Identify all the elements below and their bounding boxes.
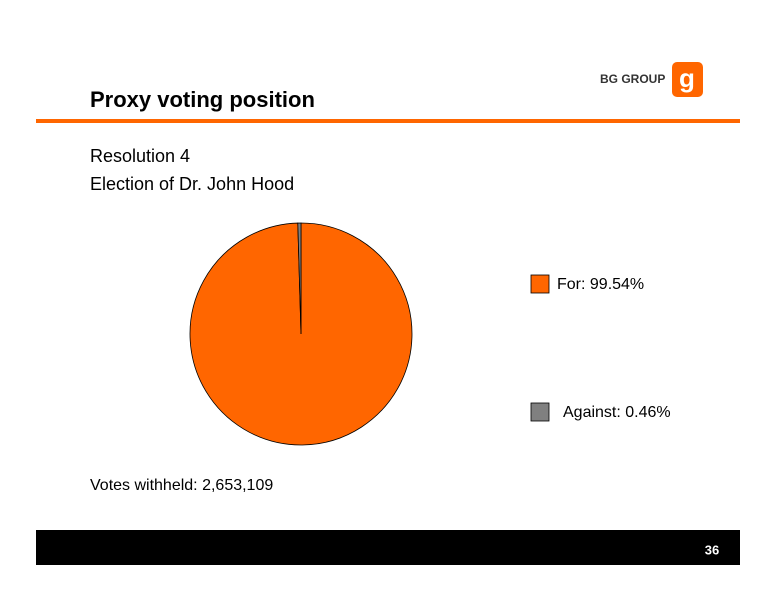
logo-glyph: g bbox=[679, 63, 695, 93]
legend-label: For: 99.54% bbox=[557, 276, 644, 293]
subtitle: Election of Dr. John Hood bbox=[90, 174, 294, 194]
legend-swatch bbox=[530, 402, 550, 422]
logo-text: BG GROUP bbox=[600, 72, 665, 86]
legend-swatch bbox=[530, 274, 550, 294]
slide-title: Proxy voting position bbox=[90, 87, 315, 112]
title-rule bbox=[36, 119, 740, 123]
legend-label: Against: 0.46% bbox=[563, 404, 671, 421]
page-number: 36 bbox=[705, 542, 719, 557]
footer-bar bbox=[36, 530, 740, 565]
pie-slice bbox=[297, 222, 302, 335]
subtitle: Resolution 4 bbox=[90, 146, 190, 166]
note: Votes withheld: 2,653,109 bbox=[90, 477, 273, 494]
logo-mark bbox=[672, 62, 703, 97]
